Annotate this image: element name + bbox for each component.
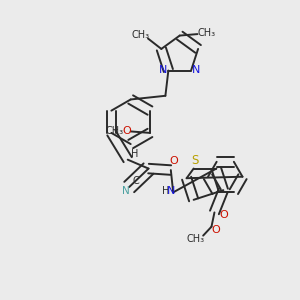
Text: N: N xyxy=(159,65,167,75)
Text: N: N xyxy=(167,186,175,196)
Text: O: O xyxy=(169,156,178,166)
Text: N: N xyxy=(192,65,201,75)
Text: H: H xyxy=(130,149,138,159)
Text: CH₃: CH₃ xyxy=(106,126,124,136)
Text: S: S xyxy=(191,154,199,167)
Text: C: C xyxy=(132,176,139,186)
Text: CH₃: CH₃ xyxy=(197,28,215,38)
Text: O: O xyxy=(212,225,220,235)
Text: CH₃: CH₃ xyxy=(187,234,205,244)
Text: O: O xyxy=(219,210,228,220)
Text: O: O xyxy=(123,126,131,136)
Text: N: N xyxy=(122,186,130,196)
Text: CH₃: CH₃ xyxy=(131,30,150,40)
Text: H: H xyxy=(162,186,169,196)
